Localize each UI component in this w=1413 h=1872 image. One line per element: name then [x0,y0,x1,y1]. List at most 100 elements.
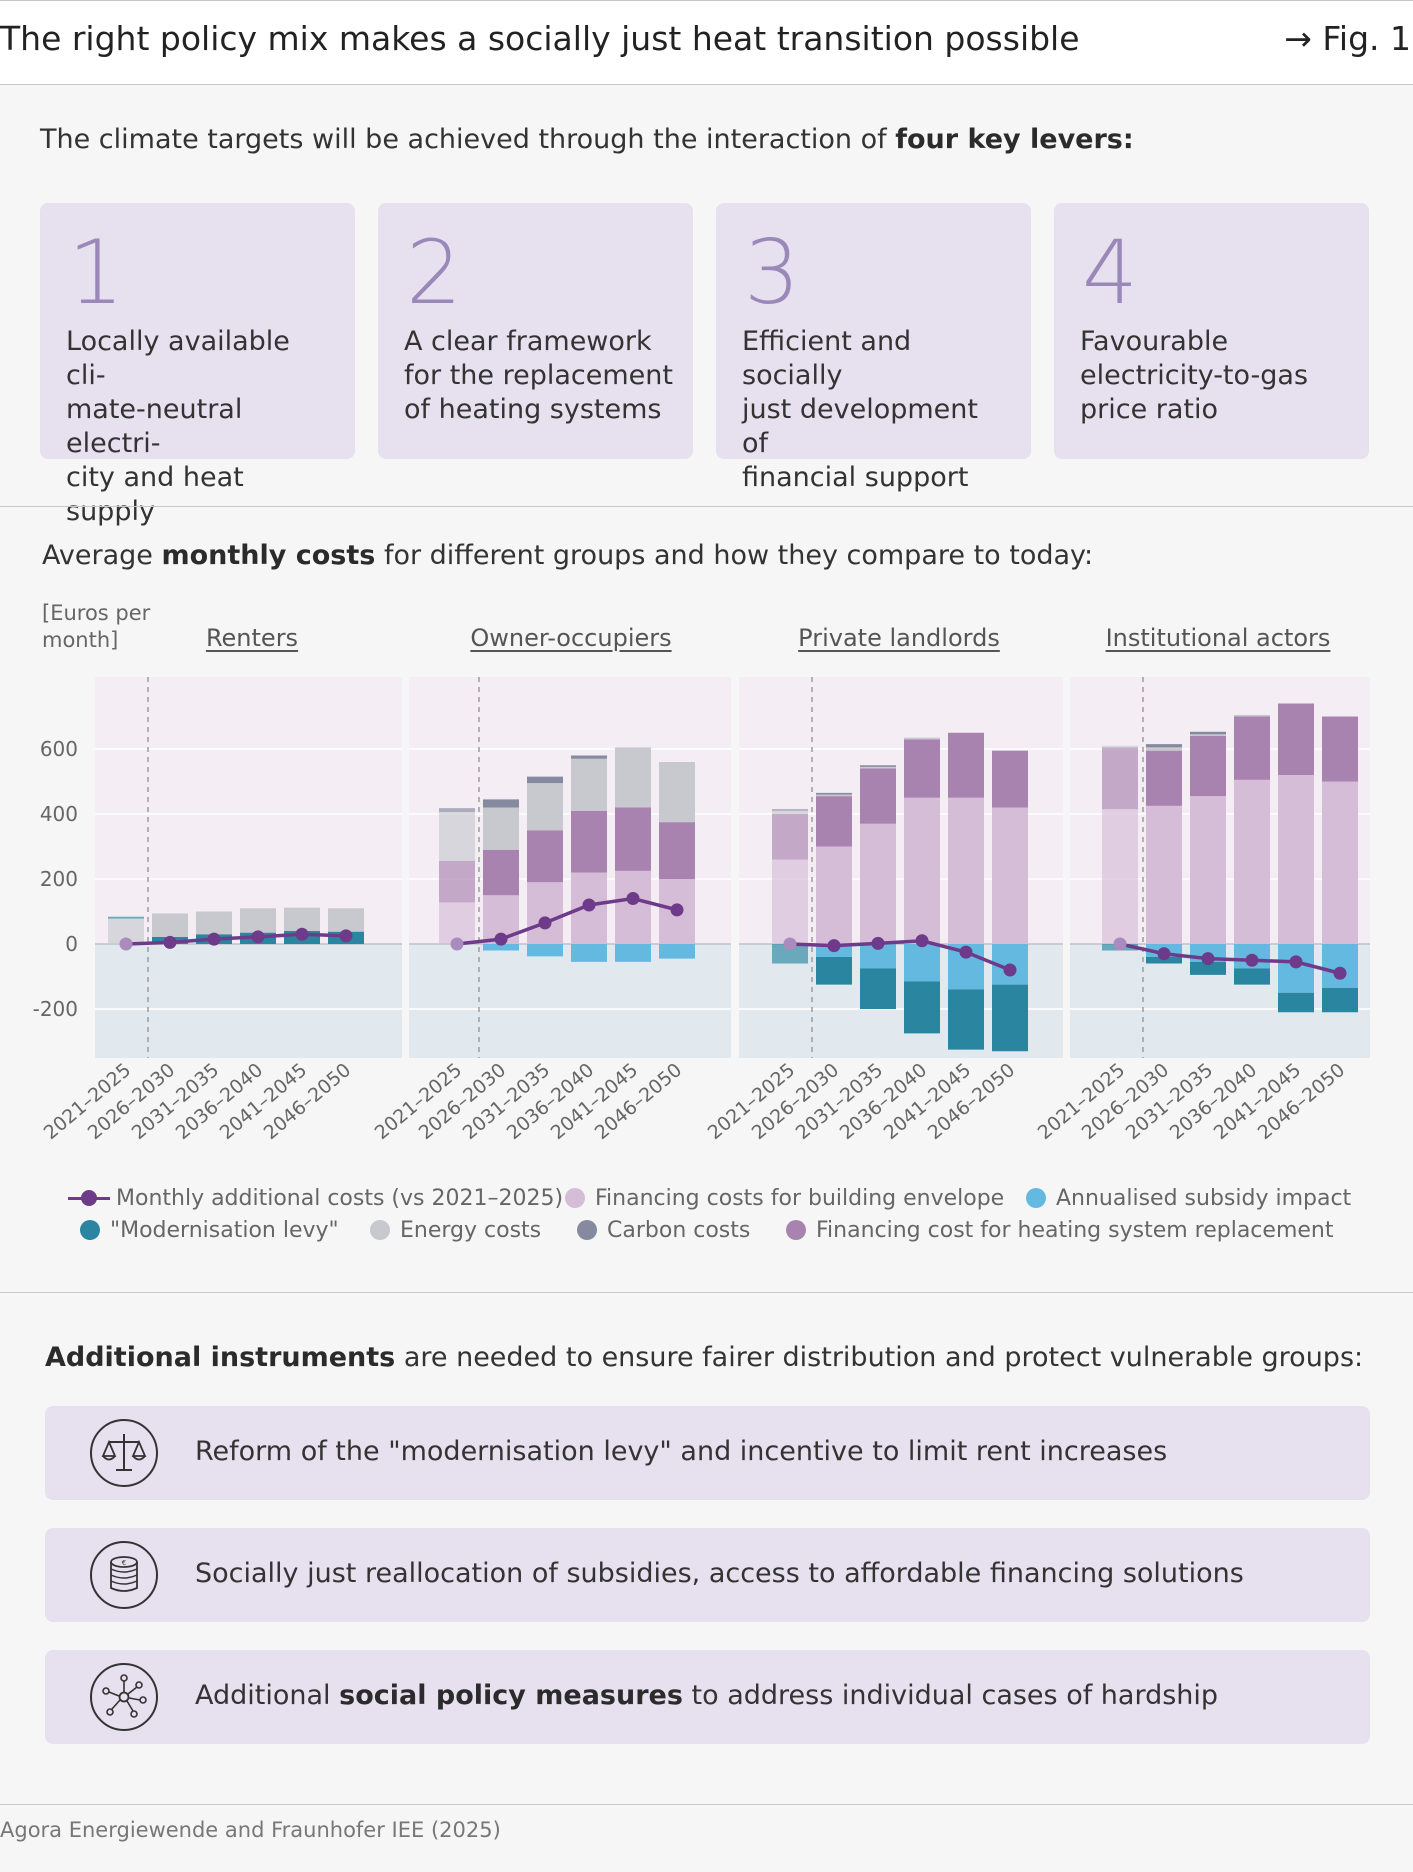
additional-cost-point [494,932,508,946]
lever-text-line: Locally available cli- [66,326,290,391]
bar-segment-heating [992,750,1028,808]
lever-number: 1 [68,221,124,324]
additional-cost-line [456,896,678,946]
additional-cost-point [871,936,885,950]
bar-segment-carbon [571,755,607,759]
lever-text-line: Efficient and socially [742,326,912,391]
costs-subtitle-bold: monthly costs [161,540,376,571]
legend-dot [786,1220,806,1240]
bar-segment-heating [527,830,563,883]
lever-text-line: just development of [742,394,978,459]
bar-segment-envelope [948,797,984,944]
instrument-text: Reform of the "modernisation levy" and i… [195,1436,1167,1467]
coins-icon: € [90,1541,158,1609]
legend-dot [370,1220,390,1240]
instrument-text-pre: Reform of the "modernisation levy" and i… [195,1436,1168,1467]
legend-label: Energy costs [400,1218,542,1243]
instrument-text-bold: social policy measures [339,1680,683,1711]
monthly-costs-chart: 2021–20252026–20302031–20352036–20402041… [33,677,1370,1144]
bar-segment-heating [483,849,519,896]
costs-subtitle: Average monthly costs for different grou… [42,540,1093,571]
bar-segment-heating [904,739,940,798]
y-axis-unit-line: [Euros per [42,601,151,625]
bar-segment-energy [1190,734,1226,736]
bar-segment-negative-subsidy [904,944,940,982]
legend-item-envelope: Financing costs for building envelope [565,1186,1004,1211]
bar-segment-envelope [860,823,896,944]
bar-segment-negative-levy [1234,968,1270,985]
panel-negative-bg [95,944,402,1058]
additional-cost-point [827,939,841,953]
lever-card-4: 4 Favourable electricity-to-gas price ra… [1054,203,1369,459]
bar-segment-heating [571,810,607,873]
lever-text-line: electricity-to-gas [1080,360,1309,391]
figure-number: → Fig. 1 [1284,19,1411,58]
bar-segment-heating [1234,716,1270,780]
legend-label: "Modernisation levy" [110,1218,339,1243]
additional-cost-point [1113,937,1127,951]
costs-subtitle-pre: Average [42,540,162,571]
instruments-title-bold: Additional instruments [45,1342,396,1373]
bar-segment-energy [328,908,364,932]
additional-cost-point [670,903,684,917]
bar-segment-carbon [483,799,519,808]
bar-segment-energy [1102,745,1138,748]
lever-number: 3 [744,221,800,324]
legend-item-energy: Energy costs [370,1218,541,1243]
legend-dot [565,1188,585,1208]
source-note: Agora Energiewende and Fraunhofer IEE (2… [0,1818,501,1842]
bar-segment-energy [659,762,695,823]
group-label-owner-occupiers: Owner-occupiers [470,624,672,652]
bar-segment-energy [439,812,475,861]
bar-segment-carbon [1190,731,1226,735]
instrument-text: Additional social policy measures to add… [195,1680,1218,1711]
legend-label: Financing cost for heating system replac… [816,1218,1334,1243]
bar-segment-carbon [816,792,852,795]
legend-item-line: Monthly additional costs (vs 2021–2025) [68,1186,563,1211]
bar-segment-energy [483,807,519,850]
legend-dot [80,1220,100,1240]
bar-segment-heating [860,768,896,824]
bar-segment-energy [904,737,940,740]
y-tick-label: 600 [40,737,78,761]
bar-segment-envelope [1190,796,1226,944]
bar-segment-negative-levy [816,957,852,985]
bar-segment-envelope [439,902,475,944]
bar-segment-energy [860,766,896,769]
bar-segment-heating [1102,747,1138,810]
lever-card-1: 1 Locally available cli- mate-neutral el… [40,203,355,527]
lever-text-line: mate-neutral electri- [66,394,243,459]
levers-intro: The climate targets will be achieved thr… [40,124,1134,155]
additional-cost-point [1289,955,1303,969]
bar-segment-heating [816,796,852,847]
bar-segment-heating [439,860,475,903]
y-tick-label: 400 [40,802,78,826]
group-label-institutional-actors: Institutional actors [1105,624,1331,652]
legend-item-heating: Financing cost for heating system replac… [786,1218,1333,1243]
bar-segment-negative-levy [772,944,808,964]
bar-segment-past-carbon [108,916,144,919]
lever-text-line: A clear framework [404,326,652,357]
instrument-card-1: Reform of the "modernisation levy" and i… [45,1406,1370,1500]
bar-segment-carbon [527,776,563,784]
additional-cost-point [959,945,973,959]
legend-item-levy: "Modernisation levy" [80,1218,339,1243]
bar-segment-energy [196,911,232,935]
lever-number: 4 [1082,221,1138,324]
bar-segment-energy [1234,714,1270,717]
lever-number: 2 [406,221,462,324]
bar-segment-heating [1190,736,1226,797]
bar-segment-heating [772,814,808,860]
lever-text-line: price ratio [1080,394,1219,425]
bar-segment-energy [615,747,651,808]
bar-segment-envelope [1278,775,1314,944]
additional-cost-point [1003,963,1017,977]
bar-segment-heating [1278,703,1314,775]
y-axis-unit: [Euros per month] [42,600,150,654]
bar-segment-energy [816,794,852,797]
additional-cost-point [251,930,265,944]
bar-segment-negative-subsidy [659,944,695,959]
bar-segment-negative-subsidy [483,944,519,951]
bar-segment-negative-levy [1190,961,1226,975]
group-label-private-landlords: Private landlords [798,624,1000,652]
